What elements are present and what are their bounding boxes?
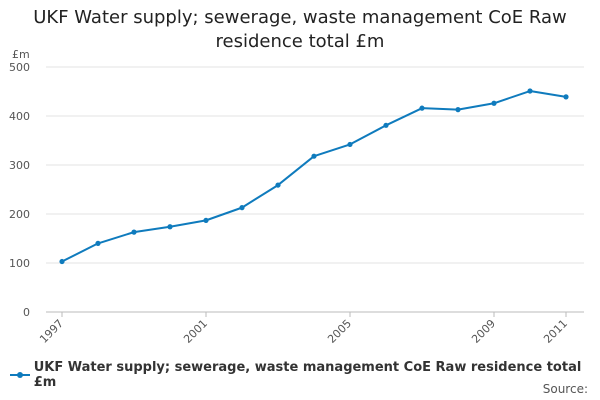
legend-label: UKF Water supply; sewerage, waste manage… — [33, 360, 582, 390]
y-tick-label: 100 — [9, 257, 30, 270]
x-tick-label: 2009 — [469, 317, 498, 346]
legend[interactable]: UKF Water supply; sewerage, waste manage… — [10, 360, 600, 390]
axes: 0 100 200 300 400 500 1997 2001 2005 2009 2011 — [9, 61, 584, 346]
chart-title: UKF Water supply; sewerage, waste manage… — [0, 6, 600, 54]
data-point[interactable] — [347, 141, 353, 148]
data-point[interactable] — [491, 100, 497, 106]
data-point[interactable] — [275, 182, 281, 188]
series-line — [61, 90, 567, 263]
grid-lines — [46, 66, 584, 264]
source-label: Source: — [542, 382, 588, 396]
y-tick-label: 200 — [9, 208, 30, 221]
data-point[interactable] — [131, 229, 137, 235]
data-point[interactable] — [527, 88, 533, 94]
y-tick-label: 300 — [9, 159, 30, 172]
y-axis-unit-label: £m — [12, 48, 30, 61]
y-tick-label: 400 — [9, 110, 30, 123]
x-tick-label: 2005 — [325, 317, 354, 346]
x-tick-label: 2001 — [181, 317, 210, 346]
data-point[interactable] — [455, 107, 461, 113]
series-layer — [59, 88, 569, 265]
data-point[interactable] — [167, 224, 173, 230]
y-tick-label: 500 — [9, 61, 30, 74]
y-tick-label: 0 — [23, 306, 30, 319]
x-tick-label: 1997 — [37, 317, 66, 346]
data-point[interactable] — [563, 94, 569, 100]
data-point[interactable] — [203, 217, 209, 223]
x-tick-label: 2011 — [541, 317, 570, 346]
data-point[interactable] — [383, 122, 389, 128]
data-point[interactable] — [419, 105, 425, 111]
data-point[interactable] — [239, 205, 245, 211]
data-point[interactable] — [95, 240, 101, 246]
data-point[interactable] — [311, 153, 317, 159]
chart-title-line-2: residence total £m — [215, 31, 385, 52]
legend-swatch-icon — [10, 370, 30, 380]
chart-title-line-1: UKF Water supply; sewerage, waste manage… — [33, 7, 567, 28]
data-point[interactable] — [59, 258, 65, 265]
